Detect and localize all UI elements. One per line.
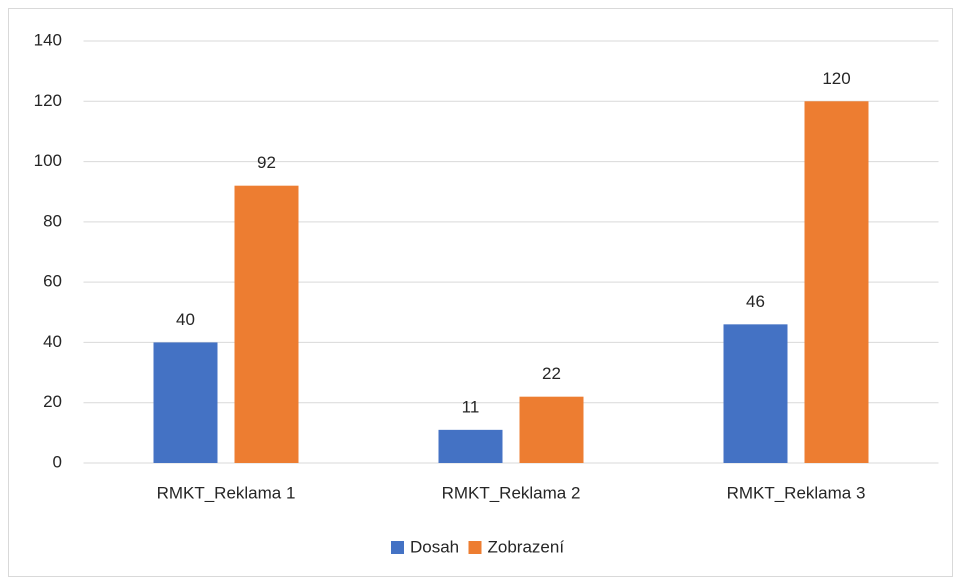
chart-border: [8, 8, 953, 577]
legend-label: Dosah: [410, 537, 459, 556]
y-tick-label: 140: [34, 30, 62, 49]
data-label: 11: [462, 397, 480, 416]
bar: [804, 101, 869, 464]
data-label: 40: [176, 310, 195, 329]
y-tick-label: 120: [34, 91, 62, 110]
bar: [153, 342, 218, 463]
y-tick-label: 20: [43, 392, 62, 411]
y-tick-label: 80: [43, 211, 62, 230]
bar: [234, 185, 299, 463]
x-tick-label: RMKT_Reklama 3: [727, 483, 866, 502]
legend-label: Zobrazení: [488, 537, 565, 556]
y-tick-label: 100: [34, 151, 62, 170]
bar: [519, 396, 584, 463]
bar: [723, 324, 788, 463]
legend-swatch: [391, 541, 404, 554]
y-tick-label: 40: [43, 332, 62, 351]
data-label: 120: [822, 69, 850, 88]
data-label: 92: [257, 153, 276, 172]
x-tick-label: RMKT_Reklama 2: [442, 483, 581, 502]
data-label: 22: [542, 364, 561, 383]
legend-swatch: [468, 541, 482, 554]
y-tick-label: 60: [43, 272, 62, 291]
y-tick-label: 0: [53, 452, 62, 471]
x-tick-label: RMKT_Reklama 1: [157, 483, 296, 502]
bar: [438, 429, 503, 463]
data-label: 46: [746, 292, 765, 311]
